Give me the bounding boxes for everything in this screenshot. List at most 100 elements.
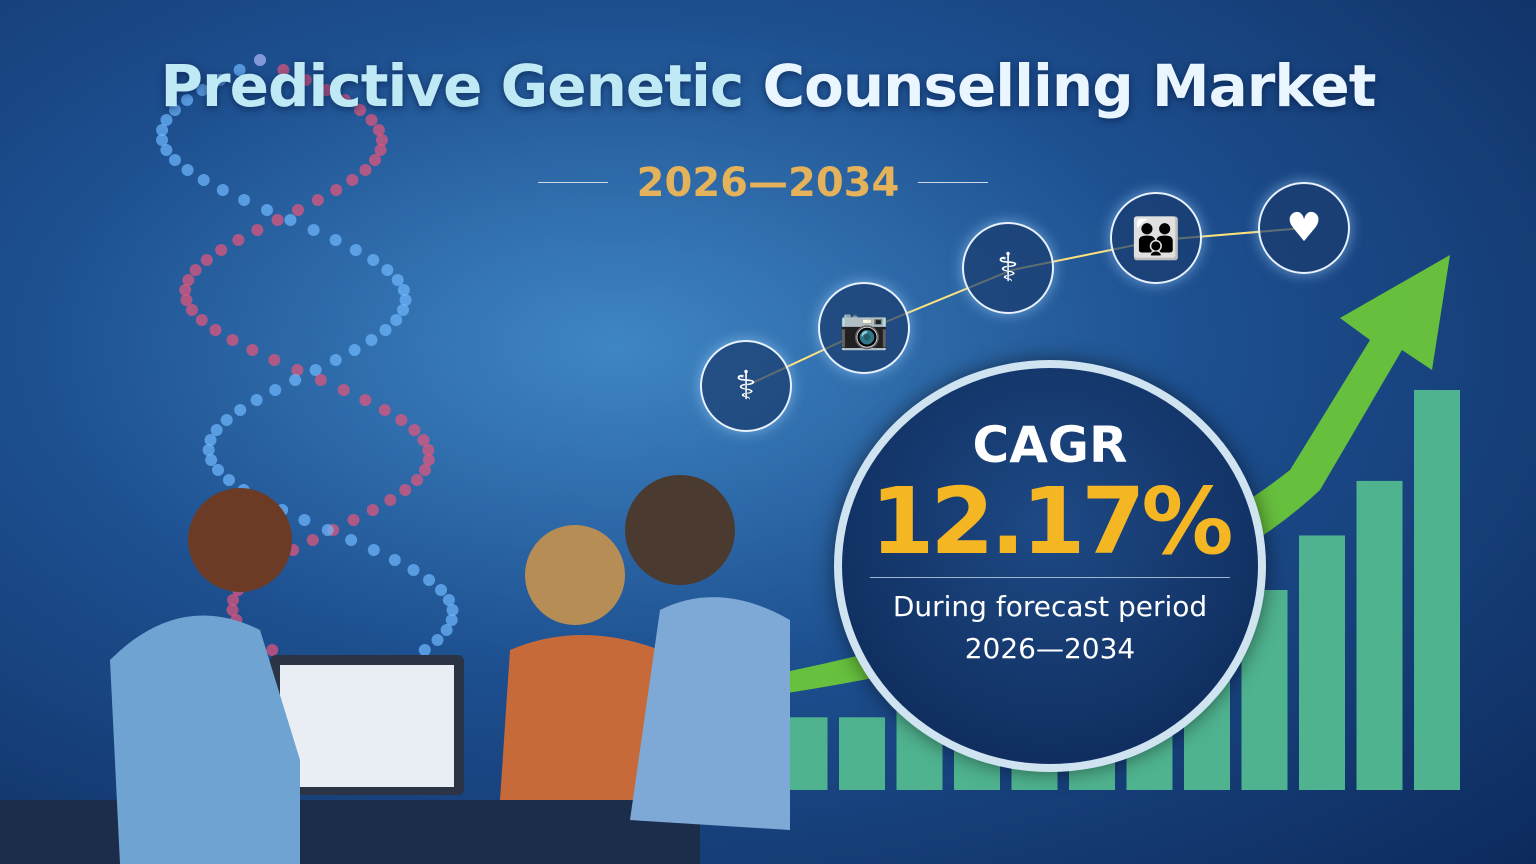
helix-dot bbox=[329, 354, 342, 366]
helix-dot bbox=[381, 264, 394, 276]
helix-dot bbox=[277, 64, 290, 76]
helix-dot bbox=[399, 484, 412, 496]
bar bbox=[839, 717, 885, 790]
helix-dot bbox=[422, 444, 435, 456]
helix-dot bbox=[204, 434, 217, 446]
helix-dot bbox=[233, 64, 246, 76]
helix-dot bbox=[180, 294, 193, 306]
helix-dot bbox=[442, 594, 455, 606]
doctor-icon: ⚕ bbox=[962, 222, 1054, 314]
helix-dot bbox=[254, 54, 266, 66]
page-title: Predictive Genetic Counselling Market bbox=[0, 52, 1536, 120]
helix-dot bbox=[375, 134, 388, 146]
helix-dot bbox=[216, 184, 229, 196]
helix-dot bbox=[423, 574, 436, 586]
helix-dot bbox=[195, 314, 208, 326]
helix-dot bbox=[314, 374, 327, 386]
helix-dot bbox=[422, 454, 435, 466]
helix-dot bbox=[359, 394, 372, 406]
divider-left bbox=[538, 182, 608, 183]
cagr-label: CAGR bbox=[972, 416, 1128, 474]
helix-dot bbox=[220, 414, 233, 426]
cagr-value: 12.17% bbox=[870, 468, 1233, 575]
helix-dot bbox=[330, 184, 343, 196]
helix-dot bbox=[367, 254, 380, 266]
helix-dot bbox=[227, 594, 240, 606]
helix-dot bbox=[408, 424, 421, 436]
helix-dot bbox=[156, 124, 169, 136]
cagr-subtitle: During forecast period bbox=[892, 589, 1208, 623]
helix-dot bbox=[378, 404, 391, 416]
helix-dot bbox=[210, 424, 223, 436]
counselling-scene bbox=[0, 475, 790, 864]
helix-dot bbox=[395, 414, 408, 426]
helix-dot bbox=[160, 144, 173, 156]
helix-dot bbox=[168, 154, 181, 166]
helix-dot bbox=[329, 234, 342, 246]
helix-dot bbox=[156, 134, 169, 146]
helix-dot bbox=[271, 214, 284, 226]
bar bbox=[1414, 390, 1460, 790]
helix-dot bbox=[232, 234, 245, 246]
helix-dot bbox=[266, 644, 279, 656]
helix-dot bbox=[251, 224, 264, 236]
helix-dot bbox=[268, 354, 281, 366]
helix-dot bbox=[359, 164, 372, 176]
cagr-period: 2026—2034 bbox=[964, 631, 1136, 665]
helix-dot bbox=[298, 514, 311, 526]
helix-dot bbox=[260, 204, 273, 216]
helix-dot bbox=[445, 614, 458, 626]
helix-dot bbox=[374, 144, 387, 156]
helix-dot bbox=[246, 344, 259, 356]
helix-dot bbox=[181, 164, 194, 176]
helix-dot bbox=[369, 154, 382, 166]
helix-dot bbox=[226, 334, 239, 346]
helix-dot bbox=[446, 604, 459, 616]
counsellor bbox=[188, 488, 292, 592]
helix-dot bbox=[186, 304, 199, 316]
helix-dot bbox=[320, 84, 333, 96]
helix-dot bbox=[388, 554, 401, 566]
camera-icon: 📷 bbox=[818, 282, 910, 374]
bar bbox=[1356, 480, 1403, 790]
helix-dot bbox=[365, 114, 378, 126]
helix-dot bbox=[372, 124, 385, 136]
helix-dot bbox=[189, 264, 202, 276]
helix-dot bbox=[354, 104, 367, 116]
helix-dot bbox=[345, 534, 358, 546]
heart-icon: ♥ bbox=[1258, 182, 1350, 274]
helix-dot bbox=[307, 224, 320, 236]
helix-dot bbox=[226, 604, 239, 616]
helix-dot bbox=[384, 494, 397, 506]
helix-dot bbox=[349, 244, 362, 256]
helix-dot bbox=[160, 114, 173, 126]
helix-dot bbox=[182, 274, 195, 286]
helix-dot bbox=[209, 324, 222, 336]
helix-dot bbox=[411, 474, 424, 486]
cagr-badge: CAGR 12.17% During forecast period 2026—… bbox=[834, 360, 1266, 772]
forecast-years: 2026—2034 bbox=[636, 160, 900, 206]
bar bbox=[1299, 535, 1345, 790]
helix-dot bbox=[168, 104, 181, 116]
helix-dot bbox=[197, 174, 210, 186]
helix-dot bbox=[214, 74, 227, 86]
helix-dot bbox=[367, 544, 380, 556]
helix-dot bbox=[440, 624, 453, 636]
helix-dot bbox=[365, 334, 378, 346]
helix-dot bbox=[417, 434, 430, 446]
helix-dot bbox=[391, 274, 404, 286]
helix-dot bbox=[418, 464, 431, 476]
helix-dot bbox=[181, 94, 194, 106]
title-part-1: Predictive Genetic bbox=[160, 52, 763, 120]
family-icon: 👪 bbox=[1110, 192, 1202, 284]
dna-icon: ⚕ bbox=[700, 340, 792, 432]
helix-dot bbox=[418, 644, 431, 656]
helix-dot bbox=[202, 444, 215, 456]
helix-dot bbox=[407, 564, 420, 576]
helix-dot bbox=[222, 474, 235, 486]
helix-dot bbox=[238, 194, 251, 206]
helix-dot bbox=[212, 464, 225, 476]
divider-right bbox=[918, 182, 988, 183]
helix-dot bbox=[399, 294, 412, 306]
